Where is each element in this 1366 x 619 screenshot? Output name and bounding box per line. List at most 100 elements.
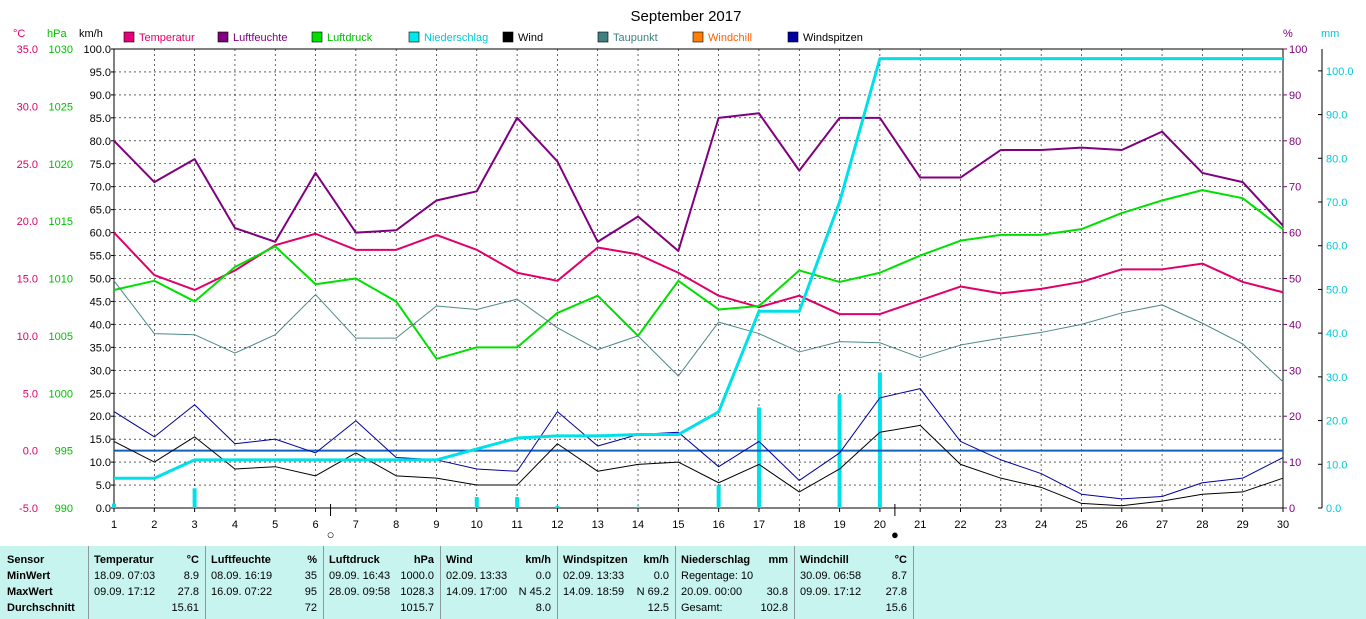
precip-daily-bar: [877, 372, 882, 508]
x-tick-label: 30: [1277, 519, 1289, 531]
stats-cell-time: 09.09. 17:12: [94, 586, 156, 598]
temp-tick-label: 0.0: [23, 446, 38, 458]
pressure-tick-label: 1030: [49, 44, 73, 56]
x-tick-label: 13: [592, 519, 604, 531]
x-tick-label: 5: [272, 519, 278, 531]
wind-tick-label: 100.0: [83, 44, 111, 56]
legend-label: Wind: [518, 32, 543, 44]
stats-cell-time: 08.09. 16:19: [211, 570, 273, 582]
stats-cell-value: 15.6: [885, 602, 907, 614]
stats-column-title: Windspitzen: [563, 554, 628, 566]
wind-tick-label: 10.0: [90, 457, 111, 469]
humidity-tick-label: 40: [1289, 319, 1301, 331]
precip-daily-bar: [112, 503, 116, 508]
stats-cell-time: 02.09. 13:33: [446, 570, 508, 582]
stats-column-title: Windchill: [800, 554, 849, 566]
stats-cell-value: 0.0: [535, 570, 551, 582]
stats-rowlabel-min: MinWert: [7, 570, 51, 582]
wind-tick-label: 40.0: [90, 319, 111, 331]
unit-label-humid: %: [1283, 28, 1293, 40]
temp-tick-label: 5.0: [23, 388, 38, 400]
series-line-temperatur: [113, 231, 1284, 316]
series-line-luftdruck: [113, 189, 1284, 360]
wind-tick-label: 75.0: [90, 159, 111, 171]
humidity-tick-label: 50: [1289, 274, 1301, 286]
wind-tick-label: 70.0: [90, 182, 111, 194]
stats-cell-value: 27.8: [885, 586, 907, 598]
stats-cell-value: 72: [304, 602, 317, 614]
stats-cell-value: 102.8: [760, 602, 788, 614]
stats-cell-value: 1000.0: [400, 570, 434, 582]
x-tick-label: 26: [1116, 519, 1128, 531]
x-tick-label: 8: [393, 519, 399, 531]
x-tick-label: 2: [151, 519, 157, 531]
legend-label: Niederschlag: [424, 32, 488, 44]
stats-column-unit: mm: [768, 554, 788, 566]
stats-column-title: Temperatur: [94, 554, 154, 566]
stats-column-unit: %: [307, 554, 317, 566]
series-line-niederschlag: [114, 57, 1283, 480]
wind-tick-label: 35.0: [90, 342, 111, 354]
legend-label: Windspitzen: [803, 32, 863, 44]
stats-cell-value: 15.61: [171, 602, 199, 614]
x-tick-label: 24: [1035, 519, 1047, 531]
pressure-tick-label: 1015: [49, 216, 73, 228]
stats-column-unit: km/h: [643, 554, 669, 566]
stats-cell-value: N 69.2: [636, 586, 669, 598]
series-line-wind: [113, 424, 1284, 507]
humidity-tick-label: 20: [1289, 411, 1301, 423]
stats-cell-time: 20.09. 00:00: [681, 586, 743, 598]
temp-tick-label: -5.0: [19, 503, 38, 515]
wind-tick-label: 0.0: [96, 503, 111, 515]
x-tick-label: 21: [914, 519, 926, 531]
wind-tick-label: 95.0: [90, 67, 111, 79]
precip-tick-label: 30.0: [1326, 372, 1347, 384]
precip-tick-label: 10.0: [1326, 459, 1347, 471]
stats-separator: [913, 546, 914, 619]
temp-tick-label: 25.0: [17, 159, 38, 171]
new-moon-icon: ●: [891, 527, 899, 542]
humidity-tick-label: 10: [1289, 457, 1301, 469]
stats-column-unit: km/h: [525, 554, 551, 566]
unit-label-temp: °C: [13, 28, 25, 40]
precip-daily-bar: [192, 488, 197, 508]
legend-label: Luftdruck: [327, 32, 373, 44]
stats-column-unit: °C: [186, 554, 199, 566]
x-tick-label: 27: [1156, 519, 1168, 531]
stats-cell-value: 27.8: [177, 586, 199, 598]
stats-separator: [205, 546, 206, 619]
stats-cell-value: 35: [304, 570, 317, 582]
x-tick-label: 28: [1196, 519, 1208, 531]
stats-cell-value: 12.5: [647, 602, 669, 614]
stats-rowlabel-max: MaxWert: [7, 586, 53, 598]
stats-cell-time: 18.09. 07:03: [94, 570, 156, 582]
x-tick-label: 20: [874, 519, 886, 531]
wind-tick-label: 30.0: [90, 365, 111, 377]
wind-tick-label: 45.0: [90, 296, 111, 308]
stats-cell-value: 1028.3: [400, 586, 434, 598]
wind-tick-label: 55.0: [90, 251, 111, 263]
x-tick-label: 1: [111, 519, 117, 531]
legend-swatch: [692, 31, 704, 43]
humidity-tick-label: 90: [1289, 90, 1301, 102]
stats-cell-time: 28.09. 09:58: [329, 586, 391, 598]
unit-label-press: hPa: [47, 28, 67, 40]
precip-tick-label: 100.0: [1326, 66, 1354, 78]
stats-cell-time: 09.09. 17:12: [800, 586, 862, 598]
temp-tick-label: 15.0: [17, 274, 38, 286]
x-tick-label: 6: [312, 519, 318, 531]
wind-tick-label: 20.0: [90, 411, 111, 423]
stats-column-title: Luftfeuchte: [211, 554, 271, 566]
precip-tick-label: 60.0: [1326, 241, 1347, 253]
stats-cell-value: 8.0: [535, 602, 551, 614]
humidity-tick-label: 30: [1289, 365, 1301, 377]
stats-column-luftfeuchte: Luftfeuchte% 08.09. 16:19 35 16.09. 07:22 95…: [205, 546, 323, 619]
x-tick-label: 15: [672, 519, 684, 531]
wind-tick-label: 15.0: [90, 434, 111, 446]
pressure-tick-label: 1000: [49, 388, 73, 400]
unit-label-wind: km/h: [79, 28, 103, 40]
stats-column-title: Niederschlag: [681, 554, 751, 566]
stats-separator: [557, 546, 558, 619]
stats-rowlabel-avg: Durchschnitt: [7, 602, 75, 614]
x-tick-label: 4: [232, 519, 238, 531]
